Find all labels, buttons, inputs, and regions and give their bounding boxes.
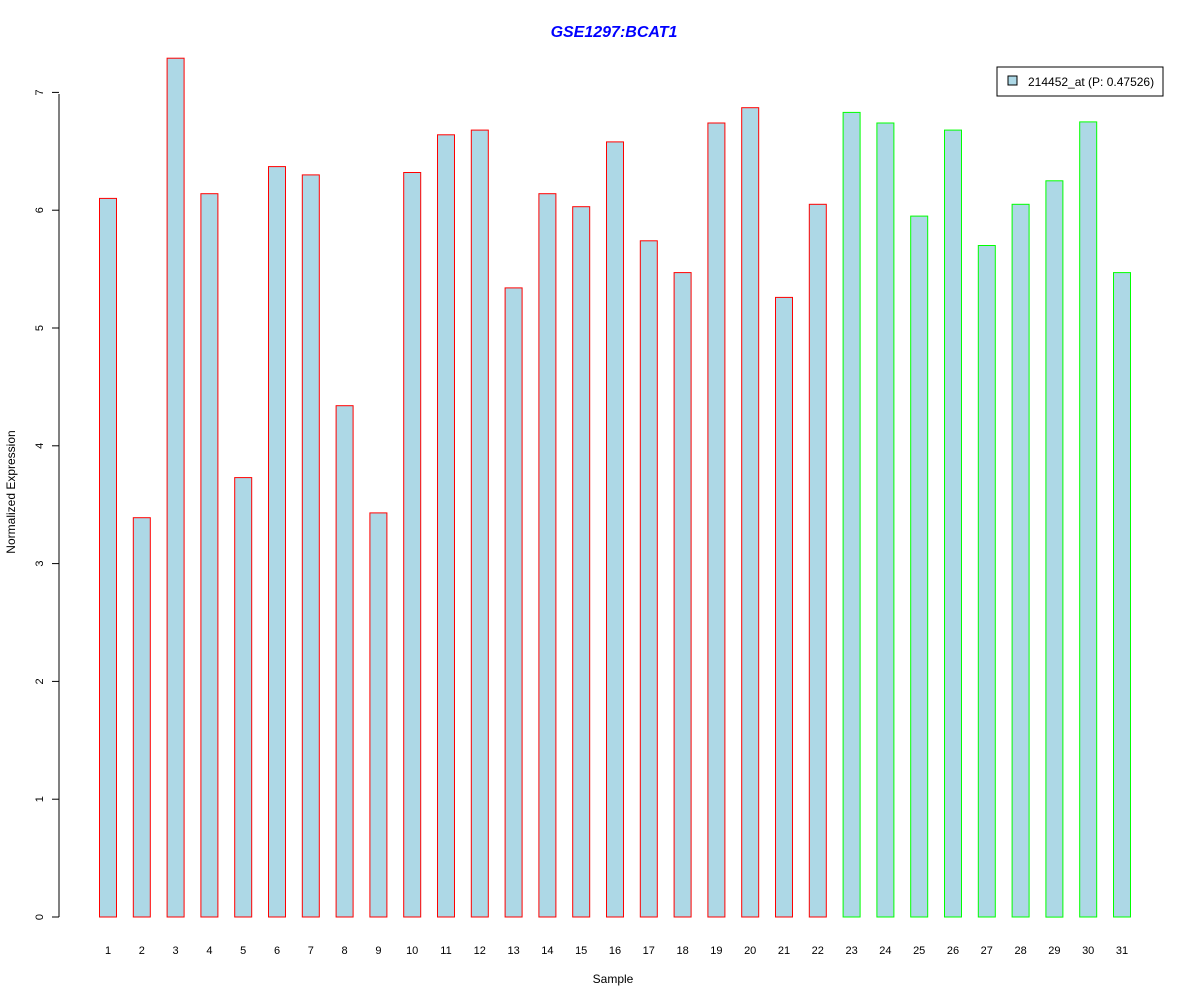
bar-sample-31 (1113, 272, 1131, 918)
x-tick-label: 14 (541, 945, 553, 957)
bar-sample-25 (910, 215, 929, 918)
bar-sample-28 (1011, 203, 1030, 918)
bar-sample-1 (99, 197, 117, 918)
x-tick-label: 10 (406, 945, 418, 957)
bar-sample-5 (234, 477, 253, 918)
bar-sample-29 (1045, 180, 1064, 918)
x-tick-label: 15 (575, 945, 587, 957)
x-tick-label: 28 (1014, 945, 1026, 957)
bar-sample-16 (606, 141, 624, 918)
y-tick-label: 1 (34, 796, 46, 802)
x-tick-label: 8 (342, 945, 348, 957)
y-axis-label: Normalized Expression (4, 430, 18, 553)
x-tick-label: 21 (778, 945, 790, 957)
bar-sample-15 (572, 206, 591, 918)
x-tick-label: 24 (879, 945, 891, 957)
x-tick-label: 22 (812, 945, 824, 957)
x-tick-label: 12 (474, 945, 486, 957)
bar-sample-4 (200, 193, 219, 918)
x-tick-label: 5 (240, 945, 246, 957)
bar-sample-19 (707, 122, 726, 918)
x-tick-label: 6 (274, 945, 280, 957)
bar-sample-8 (335, 405, 354, 918)
x-tick-label: 29 (1048, 945, 1060, 957)
bar-sample-24 (876, 122, 895, 918)
bars (99, 57, 1131, 918)
x-axis-labels: 1 2 3 4 5 6 7 8 9 10 11 12 13 14 15 16 17 18 19 20 21 22 23 24 2… (105, 945, 1128, 957)
y-tick-label: 3 (34, 561, 46, 567)
y-axis-ticks: 0 1 2 3 4 5 6 7 (34, 89, 59, 920)
bar-sample-23 (842, 111, 861, 918)
bar-sample-18 (673, 272, 692, 918)
y-tick-label: 7 (34, 89, 46, 95)
legend-label: 214452_at (P: 0.47526) (1028, 75, 1154, 89)
x-tick-label: 19 (710, 945, 722, 957)
x-tick-label: 3 (173, 945, 179, 957)
x-tick-label: 26 (947, 945, 959, 957)
x-axis-label: Sample (593, 972, 634, 986)
x-tick-label: 17 (643, 945, 655, 957)
x-tick-label: 9 (375, 945, 381, 957)
bar-sample-26 (944, 129, 962, 918)
legend-swatch (1007, 75, 1018, 86)
bar-sample-10 (403, 172, 422, 918)
x-tick-label: 18 (676, 945, 688, 957)
x-tick-label: 27 (981, 945, 993, 957)
y-tick-label: 6 (34, 207, 46, 213)
x-tick-label: 4 (206, 945, 212, 957)
chart-title: GSE1297:BCAT1 (551, 24, 678, 41)
bar-sample-22 (808, 203, 827, 918)
y-tick-label: 5 (34, 325, 46, 331)
bar-sample-13 (504, 287, 523, 918)
bar-sample-2 (132, 517, 151, 918)
bar-sample-27 (977, 245, 996, 918)
x-tick-label: 1 (105, 945, 111, 957)
x-tick-label: 7 (308, 945, 314, 957)
x-tick-label: 31 (1116, 945, 1128, 957)
x-tick-label: 11 (440, 945, 451, 957)
bar-sample-6 (268, 166, 286, 918)
bar-sample-20 (741, 107, 760, 918)
bar-sample-7 (301, 174, 320, 918)
x-tick-label: 2 (139, 945, 145, 957)
x-tick-label: 25 (913, 945, 925, 957)
legend-box (996, 66, 1164, 97)
bar-sample-17 (639, 240, 658, 918)
bar-sample-14 (538, 193, 557, 918)
x-tick-label: 23 (845, 945, 857, 957)
y-tick-label: 2 (34, 678, 46, 684)
bar-sample-11 (437, 134, 455, 918)
bar-sample-12 (470, 129, 489, 918)
y-tick-label: 4 (34, 443, 46, 449)
x-tick-label: 16 (609, 945, 621, 957)
y-tick-label: 0 (34, 914, 46, 920)
bar-sample-9 (369, 512, 388, 918)
x-tick-label: 30 (1082, 945, 1094, 957)
bar-sample-30 (1079, 121, 1098, 918)
legend: 214452_at (P: 0.47526) (996, 66, 1164, 97)
bar-sample-3 (166, 57, 185, 918)
x-tick-label: 13 (507, 945, 519, 957)
x-tick-label: 20 (744, 945, 756, 957)
bar-sample-21 (775, 296, 793, 918)
